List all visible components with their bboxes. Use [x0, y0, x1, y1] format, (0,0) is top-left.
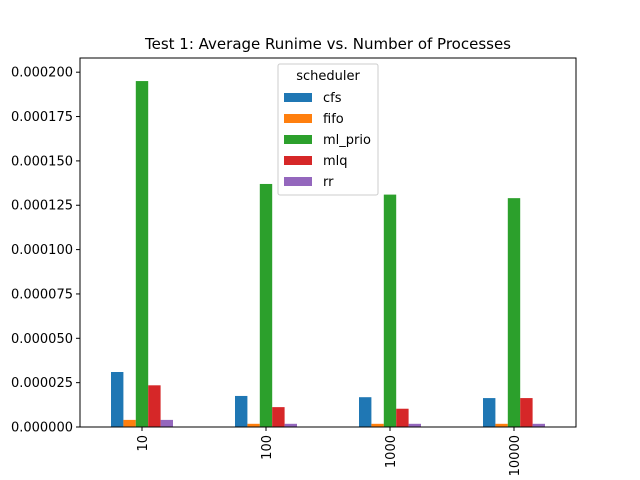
y-tick-label: 0.000125	[11, 199, 73, 214]
y-tick-label: 0.000200	[11, 66, 73, 81]
bar-rr-100	[284, 423, 297, 427]
legend-swatch-cfs	[284, 93, 312, 102]
bar-fifo-10	[123, 419, 136, 427]
legend-swatch-fifo	[284, 114, 312, 123]
bar-fifo-100	[247, 423, 260, 427]
bar-mlq-10000	[520, 398, 533, 427]
bar-mlq-100	[272, 407, 285, 427]
x-tick-label: 100	[260, 435, 275, 460]
bar-cfs-10	[111, 372, 124, 427]
legend-label-ml_prio: ml_prio	[323, 133, 371, 148]
bar-rr-10000	[532, 423, 545, 427]
chart-title: Test 1: Average Runime vs. Number of Pro…	[144, 35, 511, 53]
bars-group	[111, 81, 545, 427]
legend-title: scheduler	[296, 69, 360, 84]
y-tick-label: 0.000150	[11, 154, 73, 169]
bar-fifo-1000	[371, 423, 384, 427]
y-tick-label: 0.000000	[11, 421, 73, 436]
y-tick-label: 0.000075	[11, 287, 73, 302]
bar-mlq-1000	[396, 408, 409, 427]
bar-ml_prio-100	[259, 183, 273, 427]
y-tick-label: 0.000050	[11, 332, 73, 347]
bar-ml_prio-1000	[383, 194, 397, 427]
x-tick-label: 10	[136, 435, 151, 452]
bar-cfs-10000	[483, 398, 496, 427]
y-tick-label: 0.000100	[11, 243, 73, 258]
legend-swatch-ml_prio	[284, 135, 312, 144]
bar-fifo-10000	[495, 423, 508, 427]
legend-swatch-rr	[284, 177, 312, 186]
y-tick-label: 0.000175	[11, 110, 73, 125]
y-tick-label: 0.000025	[11, 376, 73, 391]
legend-label-fifo: fifo	[323, 112, 344, 127]
bar-mlq-10	[148, 385, 161, 427]
bar-cfs-100	[235, 395, 248, 427]
legend-label-mlq: mlq	[323, 154, 348, 169]
bar-ml_prio-10	[135, 81, 149, 427]
plot-frame	[79, 57, 577, 428]
bar-cfs-1000	[359, 397, 372, 427]
bar-rr-1000	[408, 423, 421, 427]
legend-label-rr: rr	[323, 175, 334, 190]
x-tick-label: 10000	[508, 435, 523, 476]
bar-rr-10	[160, 419, 173, 427]
legend-swatch-mlq	[284, 156, 312, 165]
axes-group: 0.000000 0.000025 0.000050 0.000075 0.000100…	[11, 57, 577, 476]
x-tick-label: 1000	[384, 435, 399, 468]
bar-ml_prio-10000	[507, 198, 521, 427]
legend-label-cfs: cfs	[323, 91, 342, 106]
